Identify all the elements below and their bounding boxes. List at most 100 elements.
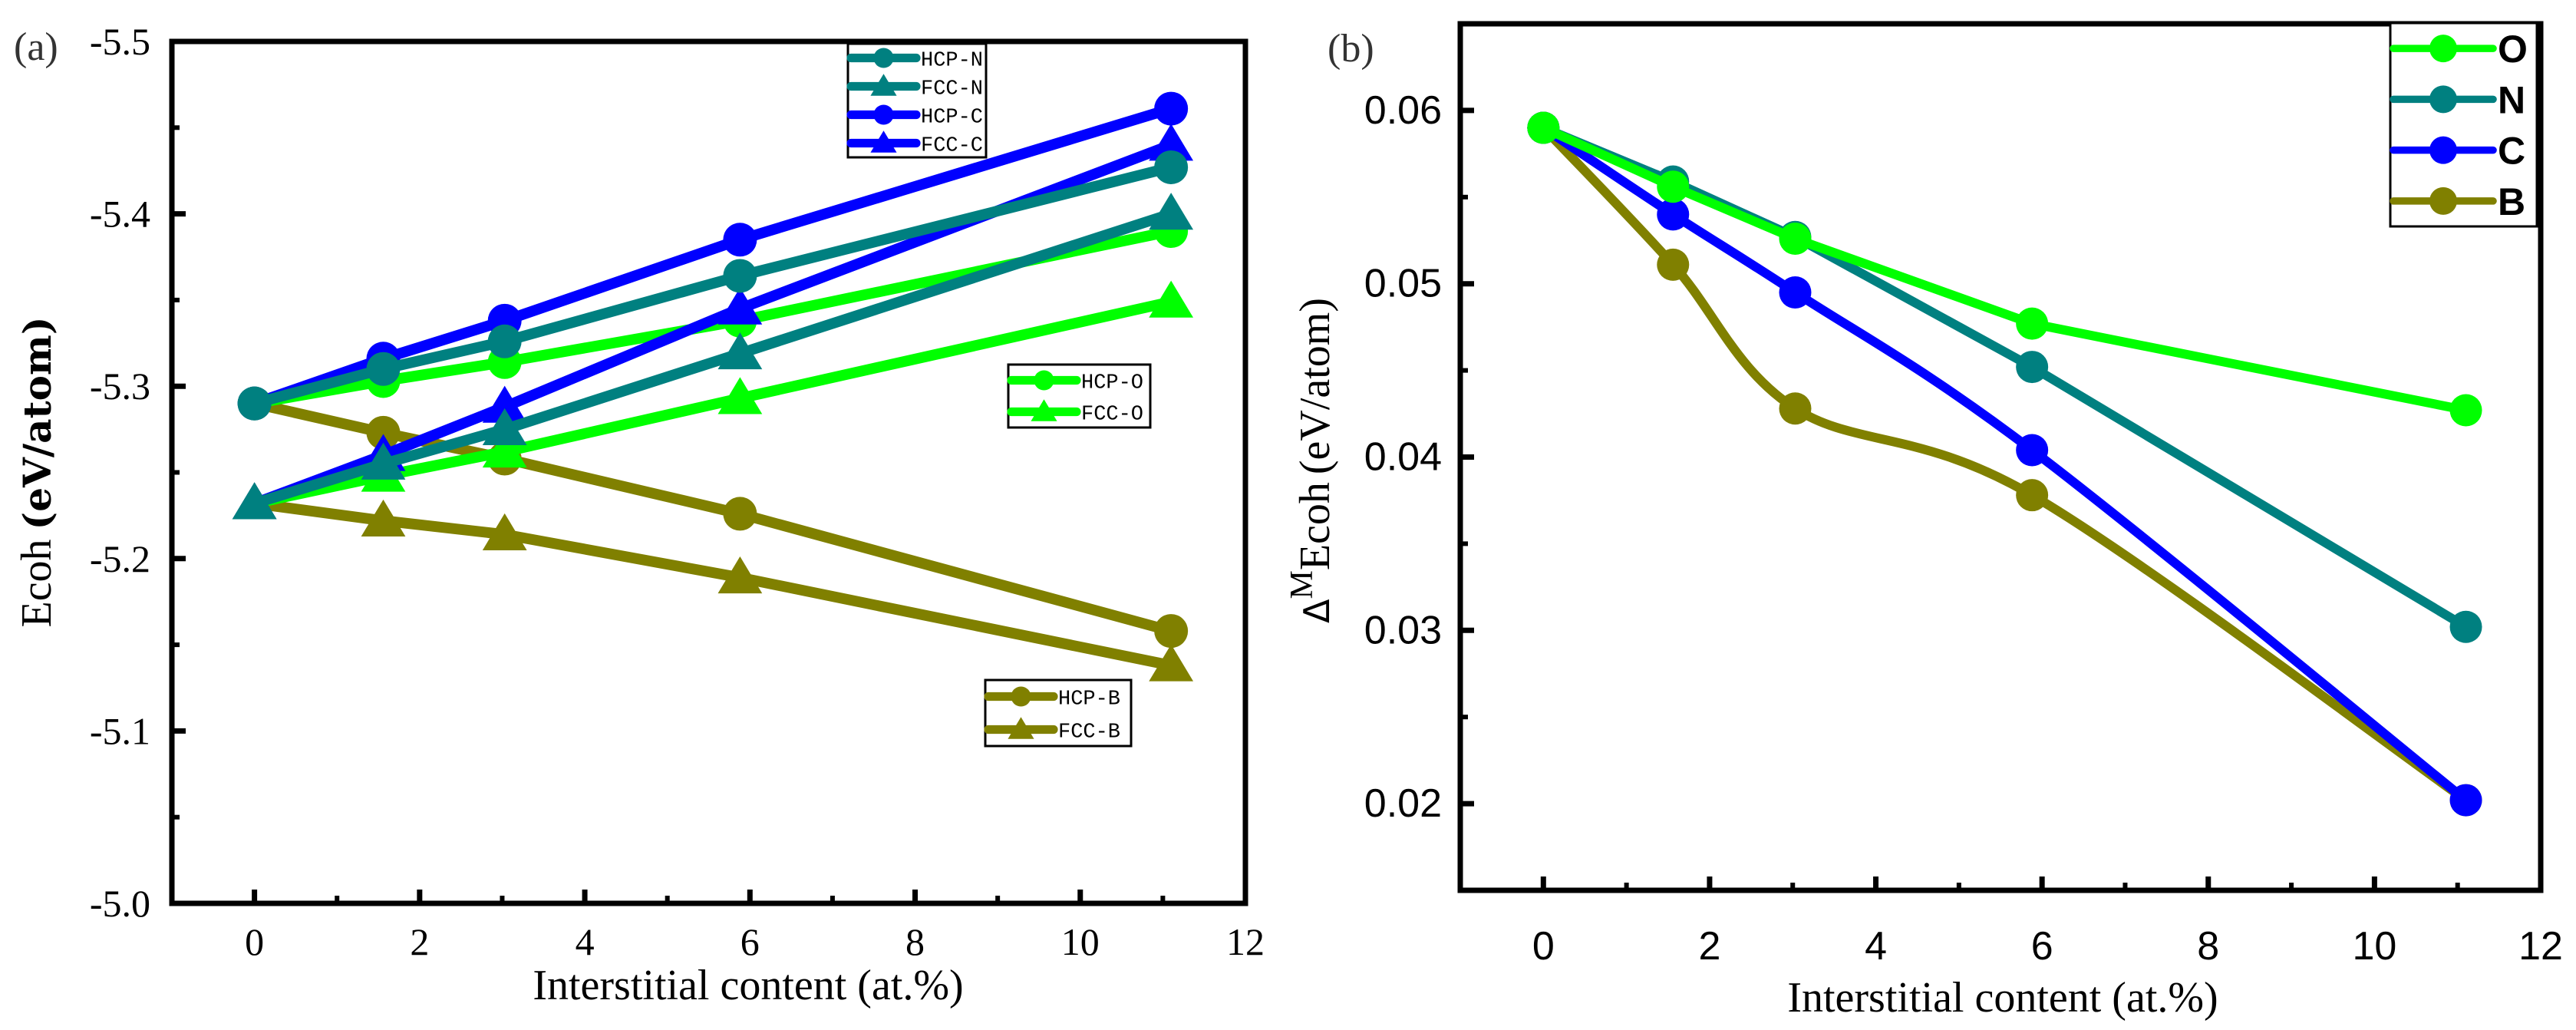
legend-label: FCC-C [921,135,983,158]
series-hcp-n-point [237,386,272,421]
panel-1-ticks: 0 2 4 6 8 10 12 0.02 0.03 0.04 0.05 0.06 [1364,88,2563,969]
legend-swatch-marker [2429,35,2457,63]
panel-a-x-axis-title: Interstitial content (at.%) [533,962,963,1009]
series-fcc-b-point [1149,644,1194,682]
series-fcc-b-point [717,556,763,594]
y-tick-label: 0.03 [1364,608,1442,652]
legend-entry-fcc-b: FCC-B [984,717,1120,744]
series-fcc-n-point [361,442,406,480]
legend-swatch-marker [2429,187,2457,215]
panel-1-series [1527,111,2482,817]
y-tick-label: -5.3 [90,365,150,408]
panel-b-x-axis-title: Interstitial content (at.%) [1787,974,2218,1022]
panel-b-delta-ecoh-chart: (b) Interstitial content (at.%) ΔMEcoh (e… [1285,21,2563,1022]
legend-swatch-marker [2429,85,2457,114]
legend-entry-hcp-n: HCP-N [846,48,983,73]
legend-entry-n: N [2390,78,2525,121]
x-tick-label: 4 [1865,924,1887,969]
x-tick-label: 0 [1532,924,1555,969]
series-hcp-b-point [1154,614,1189,649]
x-tick-label: 6 [740,920,760,963]
y-tick-label: 0.06 [1364,88,1442,133]
panel-a-label: (a) [14,25,58,69]
series-fcc-n-point [232,482,277,520]
x-tick-label: 2 [1698,924,1720,969]
legend-entry-fcc-c: FCC-C [846,130,983,158]
panel-b-y-axis-title-unit: (eV/atom) [1291,298,1339,474]
legend-entry-hcp-o: HCP-O [1007,370,1143,395]
x-tick-label: 6 [2031,924,2053,969]
legend-swatch-marker [1034,370,1054,391]
legend-box [1007,363,1152,429]
series-fcc-c-point [482,385,527,423]
legend-box [846,42,988,159]
legend-label: FCC-N [921,78,983,101]
legend-label: C [2498,130,2525,173]
panel-b-y-axis-title: ΔMEcoh (eV/atom) [1285,298,1339,623]
panel-b-y-axis-title-sup: M [1285,570,1320,599]
series-o-point [1527,111,1560,144]
legend-swatch-marker [873,48,894,68]
series-fcc-n [232,193,1194,520]
panel-0-ticks: 0 2 4 6 8 10 12 -5.5 -5.4 -5.3 -5.2 -5.1 -5.0 [90,20,1265,963]
series-hcp-c-point [723,223,757,257]
series-fcc-b-point [361,499,406,537]
series-b-line [1539,124,2469,804]
legend-entry-b: B [2390,180,2525,223]
legend-swatch-marker [2429,136,2457,164]
series-hcp-b-point [723,497,757,531]
legend-label: O [2498,28,2528,71]
series-c-point [2449,784,2482,817]
series-fcc-n-point [717,332,763,370]
series-o-point [2449,394,2482,427]
panel-a-y-axis-title-unit: (eV/atom) [15,317,60,530]
legend-label: FCC-O [1081,404,1143,427]
x-tick-label: 8 [905,920,925,963]
x-tick-label: 4 [576,920,595,963]
legend-entry-hcp-c: HCP-C [846,104,983,130]
series-fcc-c-point [717,287,763,325]
series-c-line [1540,124,2469,804]
y-tick-label: -5.2 [90,537,150,580]
x-tick-label: 0 [245,920,264,963]
legend-label: B [2498,180,2525,223]
series-o-point [1779,222,1812,255]
series-b-point [1657,248,1690,281]
series-fcc-o-point [482,431,527,468]
legend-swatch-marker [1011,686,1031,707]
legend-label: N [2498,78,2525,121]
x-tick-label: 8 [2197,924,2219,969]
panel-a-y-axis-title-main: Ecoh [13,539,61,627]
series-hcp-n-point [487,324,522,358]
series-c [1527,111,2482,817]
panel-a-ecoh-chart: (a) Interstitial content (at.%) Ecoh (eV/… [13,20,1265,1009]
legend-swatch-marker [1031,399,1057,421]
series-c-point [1779,276,1812,309]
series-fcc-n-point [482,408,527,445]
y-tick-label: 0.04 [1364,435,1442,480]
y-tick-label: 0.05 [1364,262,1442,306]
series-fcc-o-point [717,377,763,414]
y-tick-label: -5.4 [90,193,150,236]
panel-b-label: (b) [1328,27,1374,71]
legend-swatch-marker [870,74,897,96]
x-tick-label: 12 [2518,924,2563,969]
legend-label: HCP-O [1081,372,1143,395]
legend-entry-fcc-o: FCC-O [1007,399,1143,427]
series-o [1527,111,2482,427]
panel-0-legend-1: HCP-O FCC-O [1007,363,1152,429]
series-fcc-b [232,482,1194,682]
legend-entry-fcc-n: FCC-N [846,74,983,101]
series-hcp-n-point [723,259,757,293]
series-fcc-c-point [1149,124,1194,161]
x-tick-label: 10 [2352,924,2396,969]
series-c-point [1657,198,1690,231]
series-hcp-c-point [1154,91,1189,126]
y-tick-label: 0.02 [1364,781,1442,826]
series-fcc-b-point [482,513,527,550]
legend-label: HCP-C [921,107,983,130]
series-o-point [1657,170,1690,203]
